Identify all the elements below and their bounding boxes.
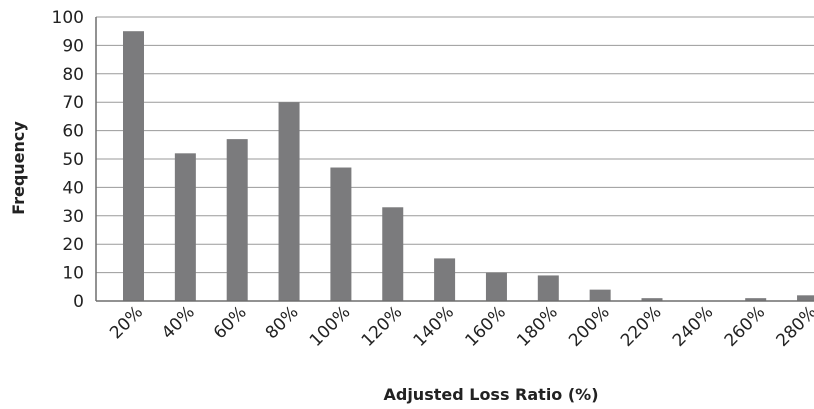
x-axis-title: Adjusted Loss Ratio (%)	[383, 385, 598, 404]
bar-200pct	[589, 289, 611, 301]
y-tick-label: 80	[62, 65, 84, 85]
y-tick-label: 10	[62, 264, 84, 284]
y-tick-label: 90	[62, 36, 84, 56]
bars	[123, 31, 814, 301]
y-tick-label: 20	[62, 235, 84, 255]
y-tick-label: 40	[62, 178, 84, 198]
x-tick-label: 20%	[106, 302, 147, 343]
bar-140pct	[434, 258, 456, 301]
y-tick-label: 30	[62, 207, 84, 227]
x-tick-label: 80%	[262, 302, 303, 343]
bar-220pct	[641, 298, 663, 301]
bar-160pct	[485, 272, 507, 301]
x-tick-label: 40%	[158, 302, 199, 343]
x-tick-label: 60%	[210, 302, 251, 343]
x-tick-label: 280%	[773, 302, 814, 351]
bar-120pct	[382, 207, 404, 301]
bar-280pct	[797, 295, 814, 301]
x-tick-label: 240%	[669, 302, 718, 351]
bar-40pct	[174, 153, 196, 301]
x-tick-label: 220%	[617, 302, 666, 351]
x-tick-label: 140%	[410, 302, 459, 351]
y-tick-label: 60	[62, 122, 84, 142]
y-tick-label: 0	[73, 292, 84, 312]
x-tick-labels: 20% 40% 60% 80% 100% 120% 140% 160% 180% 200% 220%…	[106, 302, 814, 351]
bar-80pct	[278, 102, 300, 301]
y-tick-label: 100	[52, 8, 84, 28]
y-tick-label: 50	[62, 150, 84, 170]
bar-100pct	[330, 167, 352, 301]
x-tick-label: 200%	[565, 302, 614, 351]
bar-20pct	[123, 31, 144, 301]
x-tick-label: 260%	[721, 302, 770, 351]
grid-lines	[96, 16, 814, 274]
axes	[95, 17, 814, 302]
y-axis-title: Frequency	[9, 121, 28, 215]
x-tick-label: 120%	[358, 302, 407, 351]
x-tick-label: 160%	[461, 302, 510, 351]
bar-260pct	[745, 298, 767, 301]
bar-60pct	[226, 139, 248, 301]
bar-180pct	[537, 275, 559, 301]
y-tick-labels: 0 10 20 30 40 50 60 70 80 90 100	[52, 8, 84, 312]
x-tick-label: 100%	[306, 302, 355, 351]
y-tick-label: 70	[62, 93, 84, 113]
x-tick-label: 180%	[513, 302, 562, 351]
